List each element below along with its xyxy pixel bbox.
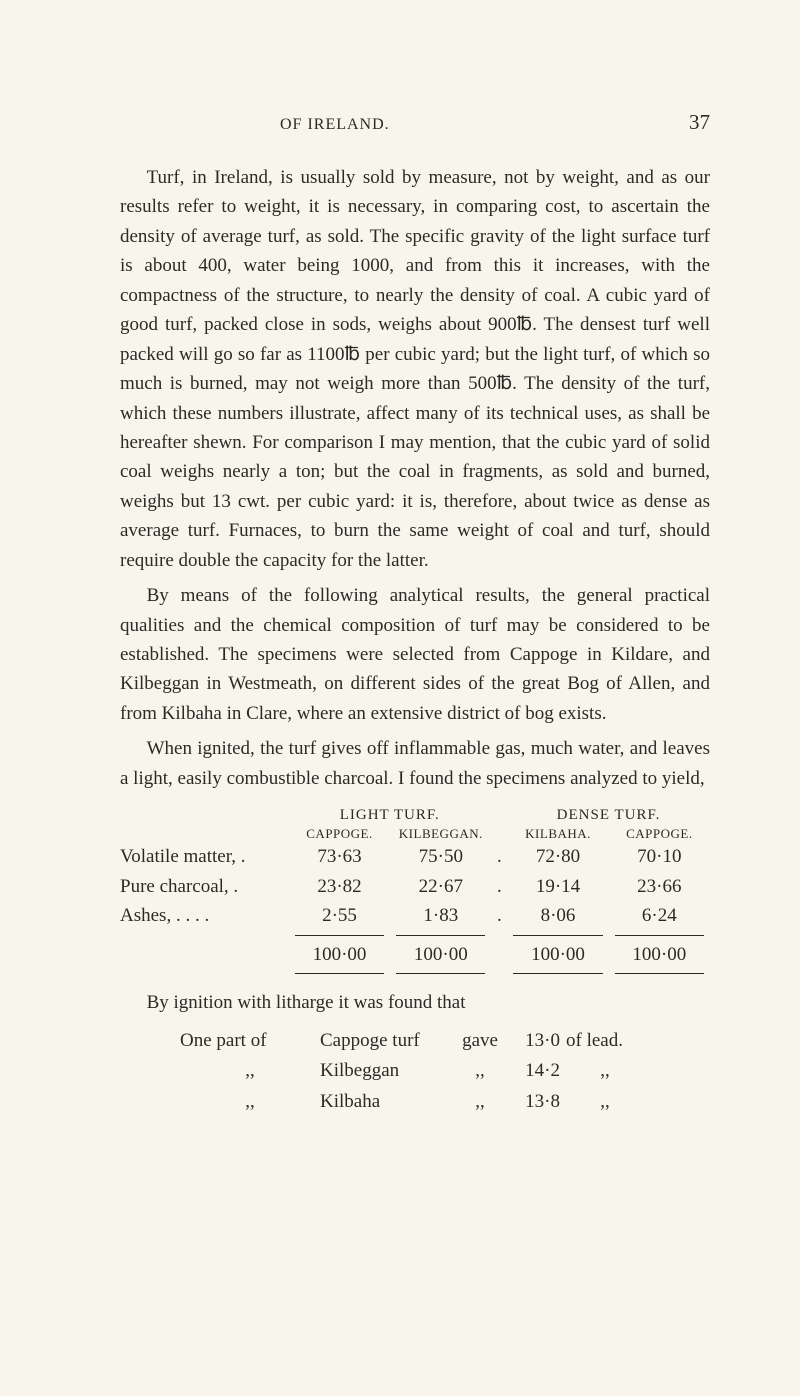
page-number: 37: [689, 110, 710, 135]
table-head-spacer: [120, 807, 288, 824]
row-label: Ashes, . . . .: [120, 901, 289, 930]
cell: 72·80: [507, 842, 608, 871]
lead-cell: 14·2: [500, 1056, 560, 1086]
cell: 2·55: [289, 901, 390, 930]
table-rule: [120, 935, 710, 936]
paragraph-2: By means of the following analytical res…: [120, 581, 710, 728]
lead-row: ,, Kilbaha ,, 13·8 ,,: [180, 1087, 710, 1117]
cell: 19·14: [507, 872, 608, 901]
table-head-subs: CAPPOGE. KILBEGGAN. KILBAHA. CAPPOGE.: [120, 826, 710, 842]
col-group-light: LIGHT TURF.: [288, 807, 491, 824]
ditto: ,,: [460, 1056, 500, 1086]
running-head: OF IRELAND.: [280, 116, 390, 134]
page: OF IRELAND. 37 Turf, in Ireland, is usua…: [0, 0, 800, 1177]
table-row: Pure charcoal, . 23·82 22·67 . 19·14 23·…: [120, 872, 710, 901]
cell-dot: .: [491, 901, 507, 930]
cell: 100·00: [289, 940, 390, 969]
lead-cell: gave: [460, 1026, 500, 1056]
paragraph-1: Turf, in Ireland, is usually sold by mea…: [120, 163, 710, 575]
table-rule: [120, 973, 710, 974]
sub-kilbaha: KILBAHA.: [507, 826, 608, 842]
ditto: ,,: [560, 1087, 650, 1117]
lead-cell: One part of: [180, 1026, 320, 1056]
table-total-row: 100·00 100·00 100·00 100·00: [120, 940, 710, 969]
lead-cell: Kilbeggan: [320, 1056, 460, 1086]
sub-cappoge-2: CAPPOGE.: [609, 826, 710, 842]
cell: 100·00: [609, 940, 710, 969]
cell: 23·66: [609, 872, 710, 901]
cell: 22·67: [390, 872, 491, 901]
analysis-table: LIGHT TURF. DENSE TURF. CAPPOGE. KILBEGG…: [120, 807, 710, 974]
ditto: ,,: [560, 1056, 650, 1086]
sub-kilbeggan: KILBEGGAN.: [390, 826, 491, 842]
ditto: ,,: [180, 1056, 320, 1086]
cell-dot: .: [491, 872, 507, 901]
cell: 6·24: [609, 901, 710, 930]
row-label: Volatile matter, .: [120, 842, 289, 871]
cell: 100·00: [390, 940, 491, 969]
row-label: Pure charcoal, .: [120, 872, 289, 901]
lead-table: One part of Cappoge turf gave 13·0 of le…: [180, 1026, 710, 1117]
lead-row: ,, Kilbeggan ,, 14·2 ,,: [180, 1056, 710, 1086]
ditto: ,,: [180, 1087, 320, 1117]
cell: 8·06: [507, 901, 608, 930]
lead-cell: Kilbaha: [320, 1087, 460, 1117]
lead-cell: of lead.: [560, 1026, 656, 1056]
cell: 23·82: [289, 872, 390, 901]
ditto: ,,: [460, 1087, 500, 1117]
cell: 75·50: [390, 842, 491, 871]
paragraph-found-that: By ignition with litharge it was found t…: [120, 992, 710, 1014]
cell: 100·00: [507, 940, 608, 969]
table-row: Ashes, . . . . 2·55 1·83 . 8·06 6·24: [120, 901, 710, 930]
lead-cell: 13·8: [500, 1087, 560, 1117]
sub-cappoge: CAPPOGE.: [289, 826, 390, 842]
lead-row: One part of Cappoge turf gave 13·0 of le…: [180, 1026, 710, 1056]
cell: 73·63: [289, 842, 390, 871]
table-head-groups: LIGHT TURF. DENSE TURF.: [120, 807, 710, 824]
lead-cell: 13·0: [500, 1026, 560, 1056]
cell: 1·83: [390, 901, 491, 930]
cell: 70·10: [609, 842, 710, 871]
table-row: Volatile matter, . 73·63 75·50 . 72·80 7…: [120, 842, 710, 871]
page-header: OF IRELAND. 37: [120, 110, 710, 135]
col-group-dense: DENSE TURF.: [507, 807, 710, 824]
cell-dot: .: [491, 842, 507, 871]
paragraph-3: When ignited, the turf gives off inflamm…: [120, 734, 710, 793]
lead-cell: Cappoge turf: [320, 1026, 460, 1056]
